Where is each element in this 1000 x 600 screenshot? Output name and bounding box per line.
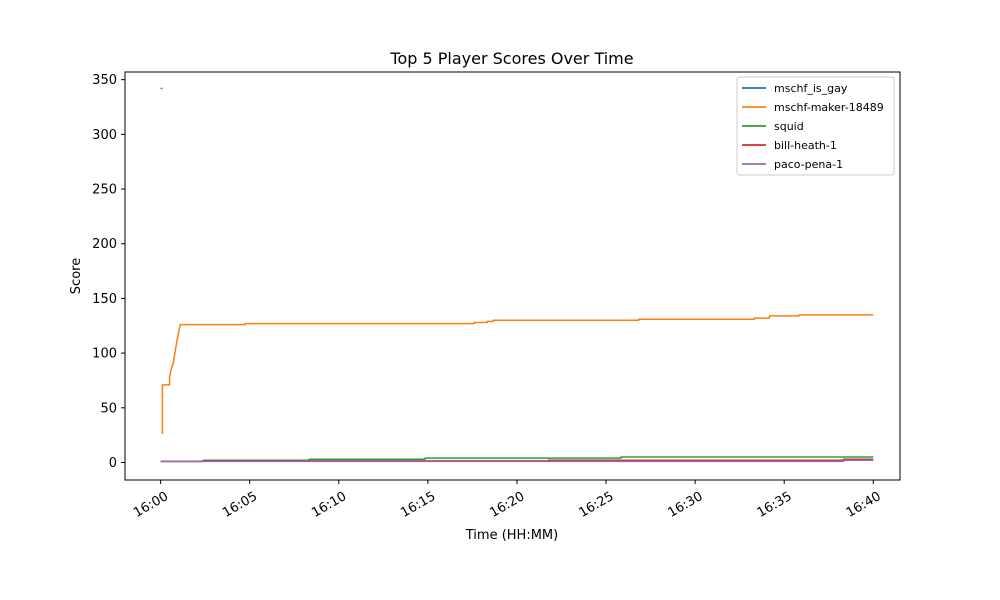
legend-label-3: bill-heath-1 — [774, 139, 837, 152]
y-tick-label: 300 — [92, 128, 117, 143]
series-line-1 — [161, 314, 874, 435]
y-tick-label: 100 — [92, 347, 117, 362]
legend-label-0: mschf_is_gay — [774, 82, 848, 95]
legend-label-1: mschf-maker-18489 — [774, 101, 884, 114]
series-lines — [160, 87, 874, 463]
chart-title: Top 5 Player Scores Over Time — [389, 49, 633, 68]
y-tick-label: 0 — [109, 456, 117, 471]
y-axis-title: Score — [69, 258, 84, 294]
y-tick-label: 50 — [100, 401, 117, 416]
y-tick-label: 350 — [92, 73, 117, 88]
series-line-4 — [160, 459, 874, 463]
legend-label-2: squid — [774, 120, 804, 133]
legend-box — [736, 76, 895, 176]
y-tick-label: 150 — [92, 292, 117, 307]
x-axis-title: Time (HH:MM) — [465, 528, 558, 543]
legend: mschf_is_gay mschf-maker-18489 squid bill-h… — [736, 76, 895, 176]
plot-frame — [124, 71, 901, 481]
y-axis: 0 50 100 150 200 250 300 350 — [92, 73, 125, 471]
y-tick-label: 200 — [92, 237, 117, 252]
legend-label-4: paco-pena-1 — [774, 158, 843, 171]
y-tick-label: 250 — [92, 183, 117, 198]
